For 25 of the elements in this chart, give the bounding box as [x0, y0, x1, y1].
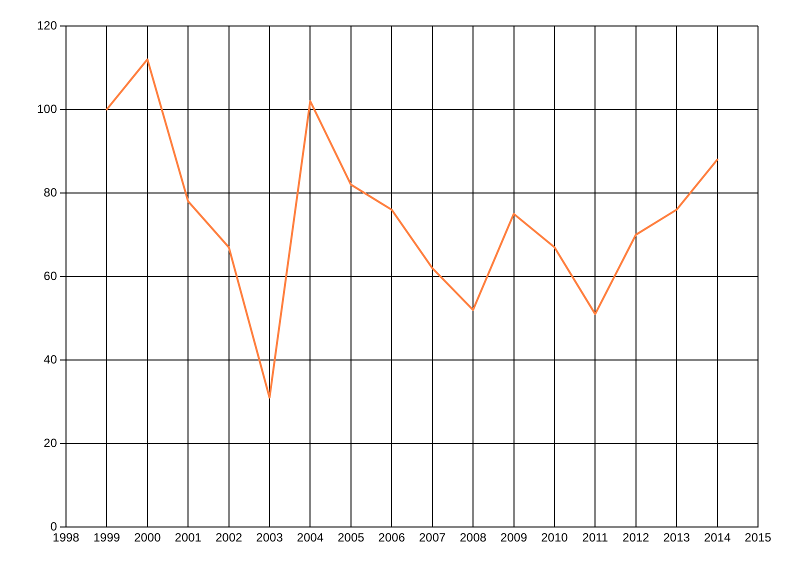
y-tick-label: 0 — [50, 519, 58, 534]
x-tick-label: 1998 — [52, 530, 80, 545]
x-tick-label: 2009 — [500, 530, 528, 545]
x-tick-label: 2002 — [215, 530, 242, 545]
x-tick-label: 2013 — [663, 530, 690, 545]
x-tick-label: 1999 — [93, 530, 120, 545]
x-tick-label: 2010 — [541, 530, 568, 545]
x-tick-label: 2012 — [622, 530, 650, 545]
x-tick-label: 2015 — [744, 530, 772, 545]
x-tick-label: 2011 — [582, 530, 608, 545]
y-tick-label: 40 — [44, 352, 58, 366]
y-tick-label: 20 — [44, 436, 58, 450]
y-tick-label: 120 — [36, 18, 58, 32]
x-tick-label: 2007 — [419, 530, 446, 545]
x-tick-label: 2000 — [134, 530, 162, 545]
x-tick-label: 2001 — [174, 530, 202, 545]
x-tick-label: 2014 — [704, 530, 731, 545]
x-tick-label: 2008 — [460, 530, 487, 545]
y-tick-label: 60 — [44, 268, 58, 283]
x-tick-label: 2004 — [296, 530, 324, 545]
y-tick-label: 100 — [36, 102, 58, 116]
x-tick-label: 2006 — [378, 530, 406, 545]
x-tick-label: 2005 — [338, 530, 365, 545]
x-tick-label: 2003 — [256, 530, 284, 545]
y-tick-label: 80 — [44, 185, 58, 200]
